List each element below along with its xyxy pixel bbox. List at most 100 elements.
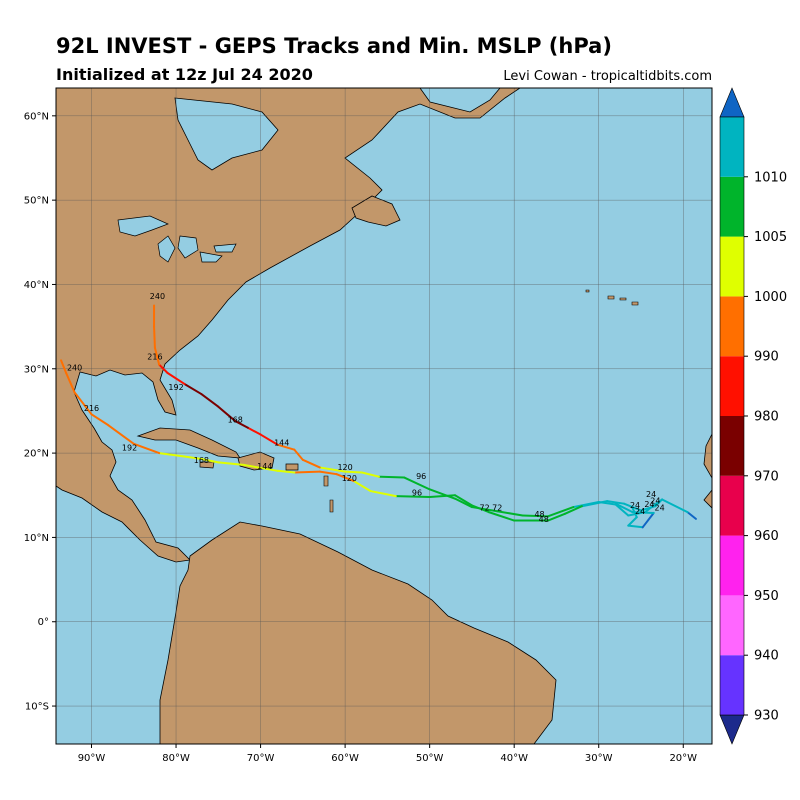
south-america-landmass: [159, 521, 557, 744]
track-2-segment: [686, 511, 697, 520]
lat-tick-label: 10°N: [24, 533, 49, 544]
chart-title: 92L INVEST - GEPS Tracks and Min. MSLP (…: [56, 34, 612, 58]
track-3-segment: [627, 516, 638, 527]
track-3-segment: [627, 524, 644, 529]
forecast-hour-label: 24: [635, 507, 645, 516]
credit-text: Levi Cowan - tropicaltidbits.com: [503, 69, 712, 84]
colorbar-label: 950: [754, 589, 779, 604]
track-2-segment: [352, 479, 372, 493]
track-1-segment: [293, 448, 304, 461]
forecast-hour-label: 192: [122, 444, 137, 453]
forecast-hour-label: 48: [534, 510, 544, 519]
africa-landmass: [703, 433, 712, 509]
forecast-hour-label: 168: [228, 416, 243, 425]
track-2-segment: [454, 494, 473, 507]
track-1-segment: [234, 420, 249, 429]
forecast-hour-label: 24: [650, 497, 660, 506]
colorbar-swatch: [720, 296, 744, 357]
track-1-segment: [496, 510, 524, 517]
chart-subtitle: Initialized at 12z Jul 24 2020: [56, 65, 313, 84]
forecast-hour-label: 168: [194, 456, 209, 465]
track-3-segment: [631, 511, 655, 514]
colorbar-label: 940: [754, 649, 779, 664]
forecast-hour-label: 144: [274, 439, 289, 448]
colorbar-label: 960: [754, 529, 779, 544]
lon-tick-label: 80°W: [162, 753, 190, 764]
track-2-segment: [661, 498, 689, 514]
lon-tick-label: 50°W: [416, 753, 444, 764]
north-america-landmass: [56, 88, 521, 563]
colorbar-swatch: [720, 416, 744, 476]
forecast-hour-label: 24: [644, 500, 654, 509]
track-1-segment: [361, 471, 380, 478]
track-2-segment: [242, 463, 279, 472]
newfoundland-landmass: [351, 195, 401, 227]
lat-tick-label: 0°: [38, 617, 49, 628]
track-2-segment: [276, 469, 296, 474]
colorbar-label: 970: [754, 469, 779, 484]
colorbar-top-arrow: [719, 87, 745, 118]
forecast-hour-label: 216: [84, 404, 99, 413]
track-2-segment: [335, 473, 355, 482]
track-2-segment: [428, 494, 457, 498]
track-2-segment: [369, 490, 397, 498]
track-2-segment: [107, 424, 135, 445]
track-1-segment: [217, 405, 237, 423]
track-2-segment: [200, 458, 220, 464]
track-2-segment: [394, 495, 431, 498]
colorbar-swatch: [720, 176, 744, 237]
track-2-segment: [183, 455, 203, 461]
forecast-hour-label: 96: [416, 472, 426, 481]
track-2-segment: [547, 512, 566, 522]
track-2-segment: [654, 498, 664, 508]
lat-tick-label: 10°S: [25, 702, 49, 713]
track-2-segment: [132, 442, 161, 455]
track-1-segment: [153, 325, 156, 349]
track-1-segment: [614, 503, 630, 517]
track-2-segment: [318, 470, 338, 476]
track-1-segment: [259, 433, 279, 446]
track-2-segment: [60, 359, 68, 374]
track-1-segment: [276, 443, 296, 451]
lon-tick-label: 90°W: [78, 753, 106, 764]
forecast-hour-label: 240: [67, 363, 82, 372]
track-2-segment: [606, 500, 626, 505]
track-2-segment: [65, 371, 76, 394]
forecast-hour-label: 120: [337, 463, 352, 472]
track-1-segment: [377, 475, 406, 479]
lon-tick-label: 20°W: [669, 753, 697, 764]
colorbar-label: 980: [754, 410, 779, 425]
track-2-segment: [563, 505, 583, 515]
colorbar-label: 1010: [754, 170, 787, 185]
track-1-segment: [153, 346, 161, 366]
forecast-hour-label: 24: [646, 490, 656, 499]
track-1-segment: [344, 470, 364, 474]
colorbar-swatch: [720, 535, 744, 596]
track-1-segment: [428, 488, 457, 500]
lat-tick-label: 30°N: [24, 364, 49, 375]
colorbar-swatch: [720, 595, 744, 656]
forecast-hour-label: 72: [492, 503, 502, 512]
track-1-segment: [318, 466, 347, 473]
track-2-segment: [217, 461, 245, 466]
colorbar-label: 1000: [754, 290, 787, 305]
track-1-segment: [158, 363, 169, 374]
ensemble-tracks: [60, 304, 697, 529]
track-2-segment: [293, 470, 321, 474]
forecast-hour-label: 240: [150, 292, 165, 301]
colorbar-swatch: [720, 236, 744, 297]
lat-tick-label: 50°N: [24, 196, 49, 207]
track-1-segment: [200, 393, 220, 408]
lat-tick-label: 20°N: [24, 449, 49, 460]
track-2-segment: [470, 504, 490, 514]
track-2-segment: [90, 413, 110, 427]
colorbar-bottom-arrow: [719, 714, 745, 745]
track-1-segment: [403, 476, 431, 491]
lat-tick-label: 40°N: [24, 280, 49, 291]
track-1-segment: [521, 514, 549, 518]
lat-tick-label: 60°N: [24, 111, 49, 122]
track-1-segment: [454, 497, 473, 509]
track-1-segment: [166, 371, 186, 385]
jamaica-landmass: [199, 461, 215, 469]
